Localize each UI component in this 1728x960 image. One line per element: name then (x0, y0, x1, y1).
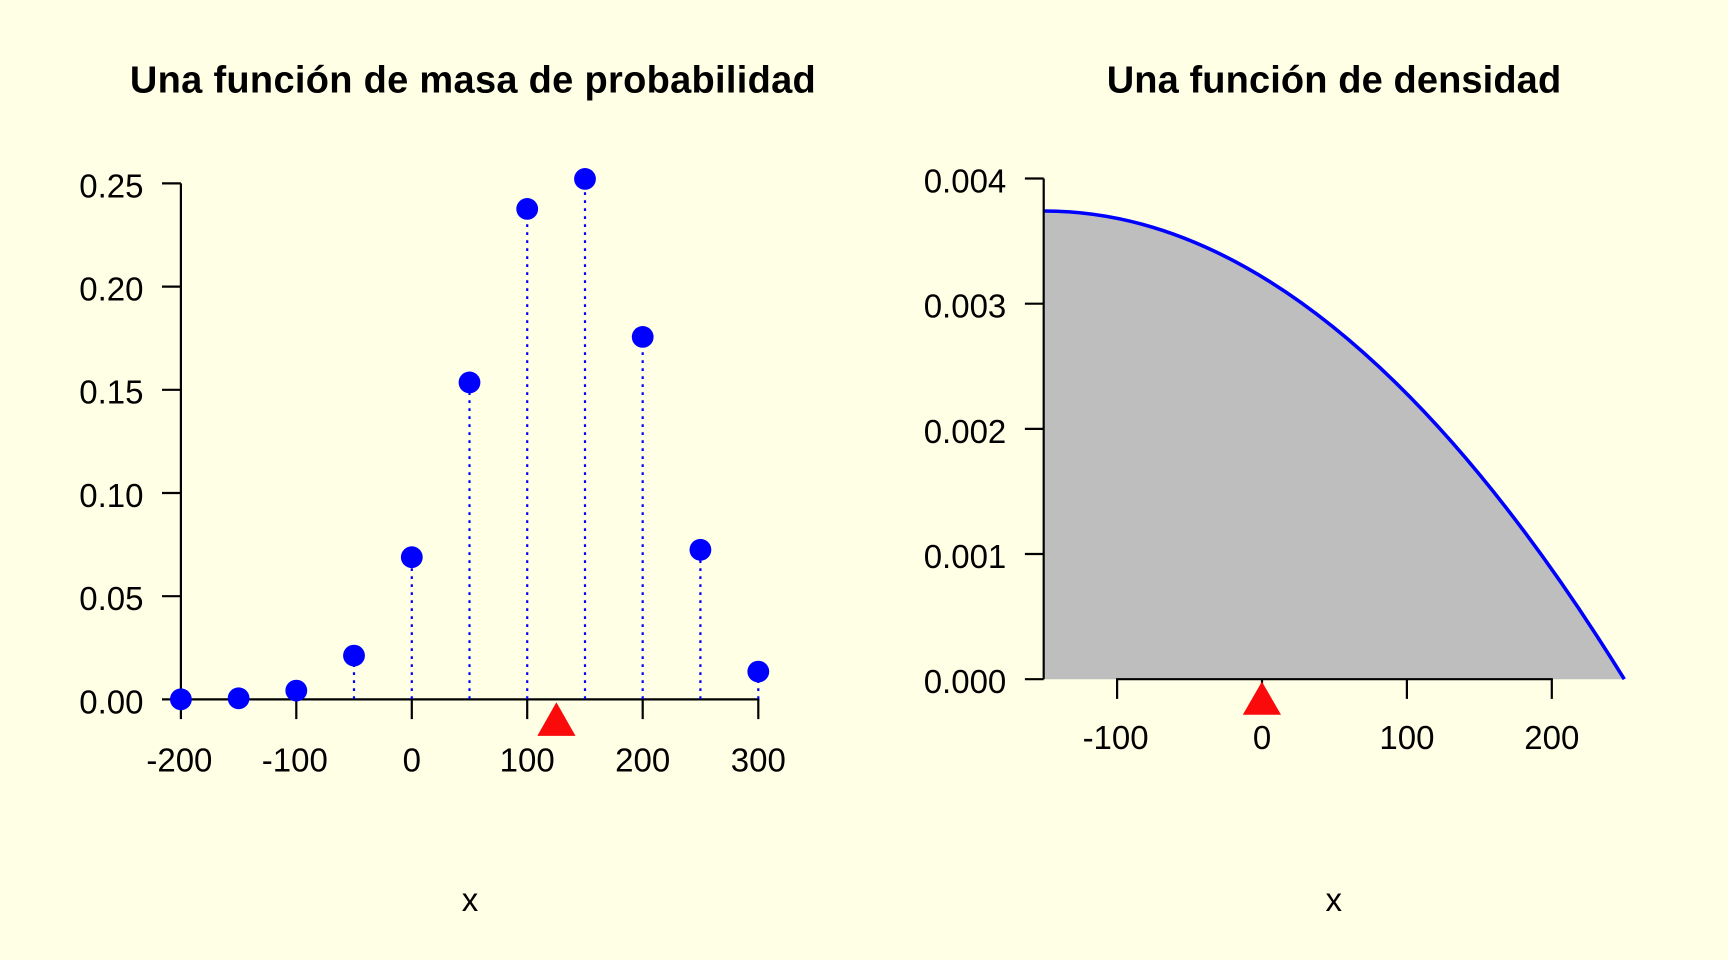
svg-text:x: x (462, 881, 479, 918)
svg-text:0.001: 0.001 (924, 538, 1007, 575)
svg-text:Una función de masa de probabi: Una función de masa de probabilidad (130, 59, 816, 101)
svg-text:-100: -100 (1083, 719, 1149, 756)
svg-text:0.004: 0.004 (924, 163, 1007, 200)
svg-text:0.002: 0.002 (924, 413, 1007, 450)
svg-text:0.00: 0.00 (79, 683, 143, 720)
svg-text:0.10: 0.10 (79, 477, 143, 514)
svg-text:0.000: 0.000 (924, 663, 1007, 700)
svg-text:-200: -200 (146, 742, 212, 779)
svg-text:0.20: 0.20 (79, 271, 143, 308)
svg-text:Una función de densidad: Una función de densidad (1107, 59, 1562, 101)
svg-text:200: 200 (615, 742, 670, 779)
svg-text:300: 300 (731, 742, 786, 779)
svg-text:-100: -100 (262, 742, 328, 779)
svg-text:100: 100 (1379, 719, 1434, 756)
svg-text:x: x (1326, 881, 1343, 918)
svg-text:0.05: 0.05 (79, 580, 143, 617)
svg-text:0: 0 (1253, 719, 1271, 756)
svg-text:0.15: 0.15 (79, 374, 143, 411)
svg-text:0.003: 0.003 (924, 288, 1007, 325)
svg-text:100: 100 (500, 742, 555, 779)
svg-text:0: 0 (403, 742, 421, 779)
svg-text:0.25: 0.25 (79, 167, 143, 204)
svg-text:200: 200 (1524, 719, 1579, 756)
